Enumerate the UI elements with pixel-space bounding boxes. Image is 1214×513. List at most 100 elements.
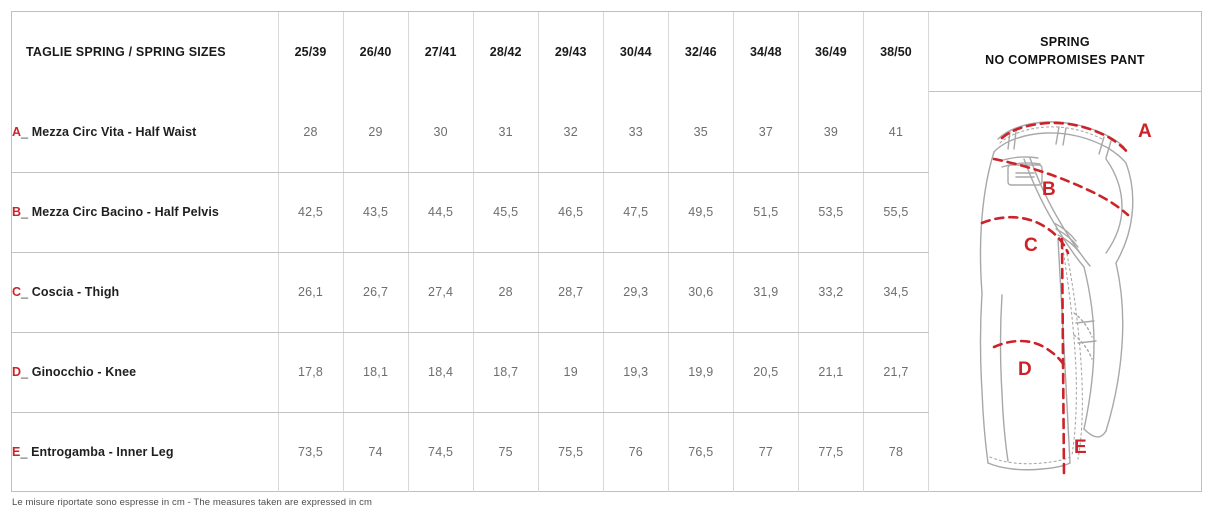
row-key-c: C: [12, 285, 22, 299]
cell-d-5: 19,3: [603, 332, 669, 413]
cell-d-1: 18,1: [343, 332, 409, 413]
header-cell-size-5: 30/44: [603, 12, 669, 92]
measure-line-e: [1060, 237, 1066, 477]
cell-e-7: 77: [733, 412, 799, 492]
cell-b-3: 45,5: [473, 172, 539, 253]
cell-c-3: 28: [473, 252, 539, 333]
row-key-b: B: [12, 205, 22, 219]
cell-e-4: 75,5: [538, 412, 604, 492]
cell-c-5: 29,3: [603, 252, 669, 333]
marker-label-d: D: [1018, 359, 1032, 380]
table-header: TAGLIE SPRING / SPRING SIZES 25/39 26/40…: [12, 12, 930, 92]
row-label-d: D_ Ginocchio - Knee: [12, 332, 279, 413]
measurement-unit-footnote: Le misure riportate sono espresse in cm …: [12, 497, 373, 508]
cell-a-7: 37: [733, 92, 799, 173]
cell-e-9: 78: [863, 412, 930, 492]
diagram-title: SPRING NO COMPROMISES PANT: [929, 12, 1201, 92]
row-title-d: Ginocchio - Knee: [31, 365, 137, 379]
cell-a-1: 29: [343, 92, 409, 173]
diagram-panel: SPRING NO COMPROMISES PANT: [929, 12, 1201, 491]
cell-d-6: 19,9: [668, 332, 734, 413]
header-row: TAGLIE SPRING / SPRING SIZES 25/39 26/40…: [12, 12, 930, 92]
cell-a-2: 30: [408, 92, 474, 173]
row-key-e: E: [12, 445, 21, 460]
marker-label-c: C: [1024, 235, 1038, 256]
row-separator-c: _: [21, 285, 29, 299]
cell-c-0: 26,1: [278, 252, 344, 333]
header-cell-size-2: 27/41: [408, 12, 474, 92]
table-row: B_ Mezza Circ Bacino - Half Pelvis 42,5 …: [12, 172, 930, 253]
cell-d-2: 18,4: [408, 332, 474, 413]
marker-label-e: E: [1074, 437, 1087, 458]
table-row: E_ Entrogamba - Inner Leg 73,5 74 74,5 7…: [12, 412, 930, 492]
cell-d-4: 19: [538, 332, 604, 413]
row-label-a: A_ Mezza Circ Vita - Half Waist: [12, 92, 279, 173]
row-label-e: E_ Entrogamba - Inner Leg: [12, 412, 279, 492]
cell-c-9: 34,5: [863, 252, 930, 333]
row-title-b: Mezza Circ Bacino - Half Pelvis: [31, 205, 219, 219]
row-label-b: B_ Mezza Circ Bacino - Half Pelvis: [12, 172, 279, 253]
cell-b-9: 55,5: [863, 172, 930, 253]
cell-a-0: 28: [278, 92, 344, 173]
cell-c-6: 30,6: [668, 252, 734, 333]
row-title-e: Entrogamba - Inner Leg: [31, 445, 174, 460]
cell-d-8: 21,1: [798, 332, 864, 413]
size-chart-frame: TAGLIE SPRING / SPRING SIZES 25/39 26/40…: [11, 11, 1202, 492]
cell-d-0: 17,8: [278, 332, 344, 413]
cell-b-0: 42,5: [278, 172, 344, 253]
diagram-title-line1: SPRING: [1040, 34, 1090, 49]
header-cell-size-8: 36/49: [798, 12, 864, 92]
cell-b-7: 51,5: [733, 172, 799, 253]
pant-technical-drawing-icon: A B C D E: [979, 121, 1152, 477]
row-title-a: Mezza Circ Vita - Half Waist: [31, 124, 197, 139]
row-separator-d: _: [21, 365, 29, 379]
table-row: C_ Coscia - Thigh 26,1 26,7 27,4 28 28,7…: [12, 252, 930, 333]
cell-e-5: 76: [603, 412, 669, 492]
cell-b-6: 49,5: [668, 172, 734, 253]
table-row: D_ Ginocchio - Knee 17,8 18,1 18,4 18,7 …: [12, 332, 930, 413]
marker-label-b: B: [1042, 179, 1056, 200]
cell-c-8: 33,2: [798, 252, 864, 333]
cell-b-5: 47,5: [603, 172, 669, 253]
measure-line-a: [1000, 121, 1130, 155]
cell-d-9: 21,7: [863, 332, 930, 413]
cell-c-1: 26,7: [343, 252, 409, 333]
cell-d-3: 18,7: [473, 332, 539, 413]
cell-e-3: 75: [473, 412, 539, 492]
row-key-d: D: [12, 365, 22, 379]
cell-e-0: 73,5: [278, 412, 344, 492]
cell-b-2: 44,5: [408, 172, 474, 253]
row-key-a: A: [12, 124, 22, 139]
marker-label-a: A: [1138, 121, 1152, 142]
cell-a-8: 39: [798, 92, 864, 173]
cell-a-4: 32: [538, 92, 604, 173]
header-cell-size-9: 38/50: [863, 12, 930, 92]
header-cell-title: TAGLIE SPRING / SPRING SIZES: [12, 12, 279, 92]
cell-e-8: 77,5: [798, 412, 864, 492]
row-separator-e: _: [20, 445, 28, 460]
cell-b-8: 53,5: [798, 172, 864, 253]
header-cell-size-6: 32/46: [668, 12, 734, 92]
size-table: TAGLIE SPRING / SPRING SIZES 25/39 26/40…: [12, 12, 930, 492]
diagram-body: A B C D E: [929, 92, 1201, 491]
cell-c-2: 27,4: [408, 252, 474, 333]
cell-a-5: 33: [603, 92, 669, 173]
header-cell-size-4: 29/43: [538, 12, 604, 92]
cell-b-4: 46,5: [538, 172, 604, 253]
cell-e-1: 74: [343, 412, 409, 492]
cell-a-6: 35: [668, 92, 734, 173]
diagram-title-line2: NO COMPROMISES PANT: [985, 52, 1145, 67]
cell-c-7: 31,9: [733, 252, 799, 333]
header-cell-size-1: 26/40: [343, 12, 409, 92]
row-separator-a: _: [21, 124, 29, 139]
measure-line-d: [992, 339, 1066, 367]
header-cell-size-3: 28/42: [473, 12, 539, 92]
row-title-c: Coscia - Thigh: [31, 285, 120, 299]
size-table-container: TAGLIE SPRING / SPRING SIZES 25/39 26/40…: [12, 12, 930, 492]
row-separator-b: _: [21, 205, 29, 219]
table-body: A_ Mezza Circ Vita - Half Waist 28 29 30…: [12, 92, 930, 492]
cell-d-7: 20,5: [733, 332, 799, 413]
cell-a-9: 41: [863, 92, 930, 173]
measure-line-b: [992, 157, 1130, 217]
